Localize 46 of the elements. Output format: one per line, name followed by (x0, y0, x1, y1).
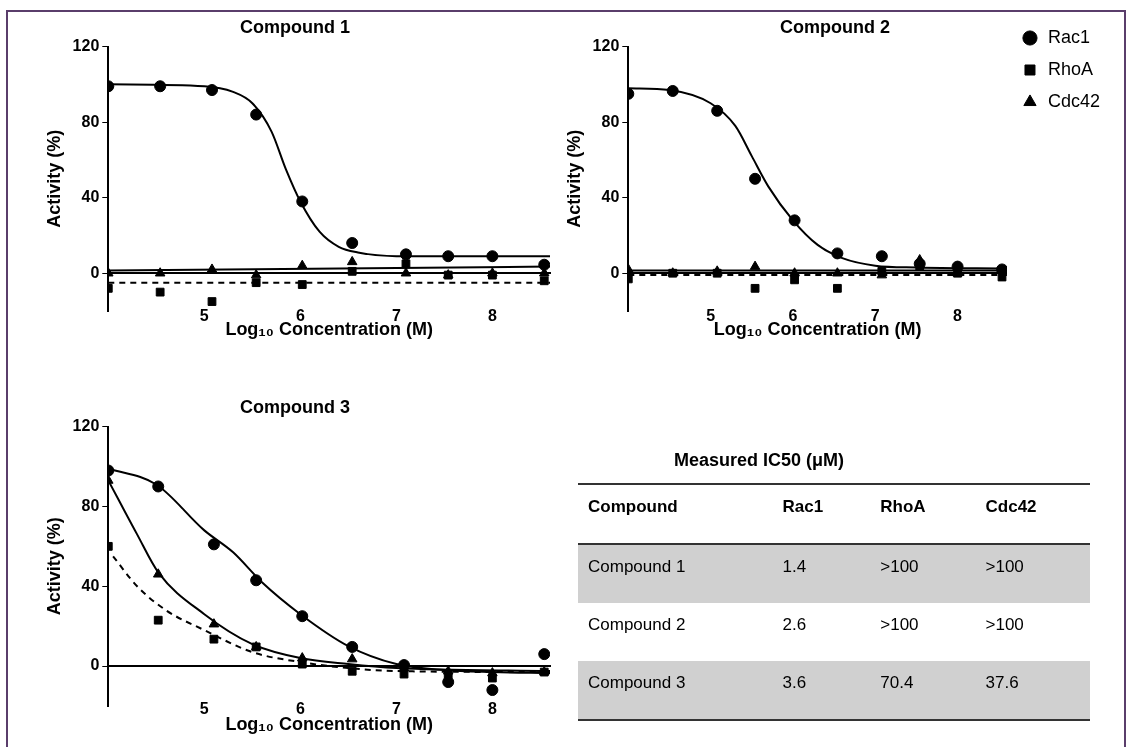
y-tick-label: 0 (90, 263, 100, 281)
x-tick-label: 8 (487, 307, 497, 325)
category-label: Compound 2 (588, 615, 686, 634)
text: 1.4 (782, 557, 807, 576)
y-tick-label: 120 (72, 37, 100, 55)
text: 3.6 (782, 673, 807, 692)
category-label: RhoA (870, 484, 976, 544)
x-tick-label: 7 (870, 307, 880, 325)
y-tick-label: 120 (592, 37, 620, 55)
y-tick-label: 0 (90, 656, 100, 674)
category-label: Cdc42 (975, 484, 1090, 544)
y-tick-label: 120 (72, 417, 100, 435)
category-label: Compound 1 (588, 557, 686, 576)
chart-title: Compound 3 (240, 396, 350, 417)
y-tick-label: 40 (81, 188, 100, 206)
category-label: Rac1 (772, 484, 871, 544)
x-tick-label: 5 (199, 700, 209, 718)
text: >100 (985, 557, 1024, 576)
y-tick-label: 0 (610, 263, 620, 281)
y-axis-title: Activity (%) (563, 129, 584, 228)
y-tick-label: 80 (81, 496, 100, 514)
x-tick-label: 7 (391, 307, 401, 325)
y-tick-label: 40 (601, 188, 620, 206)
x-tick-label: 8 (953, 307, 963, 325)
text: 2.6 (782, 615, 807, 634)
text: >100 (880, 557, 919, 576)
x-tick-label: 5 (199, 307, 209, 325)
legend-label: Rac1 (1047, 26, 1090, 47)
text: 37.6 (985, 673, 1019, 692)
chart-title: Compound 1 (240, 16, 350, 37)
text: 70.4 (880, 673, 914, 692)
x-tick-label: 5 (706, 307, 716, 325)
category-label: Compound 3 (588, 673, 686, 692)
legend-label: RhoA (1047, 58, 1093, 79)
text: >100 (880, 615, 919, 634)
y-axis-title: Activity (%) (43, 517, 64, 616)
chart-title: Compound 2 (780, 16, 890, 37)
text: >100 (985, 615, 1024, 634)
y-tick-label: 80 (81, 112, 100, 130)
text: Compound (578, 484, 773, 544)
y-axis-title: Activity (%) (43, 129, 64, 228)
legend-label: Cdc42 (1047, 90, 1100, 111)
text: Measured IC50 (μM) (673, 450, 846, 471)
x-tick-label: 8 (487, 700, 497, 718)
y-tick-label: 80 (601, 112, 620, 130)
y-tick-label: 40 (81, 576, 100, 594)
